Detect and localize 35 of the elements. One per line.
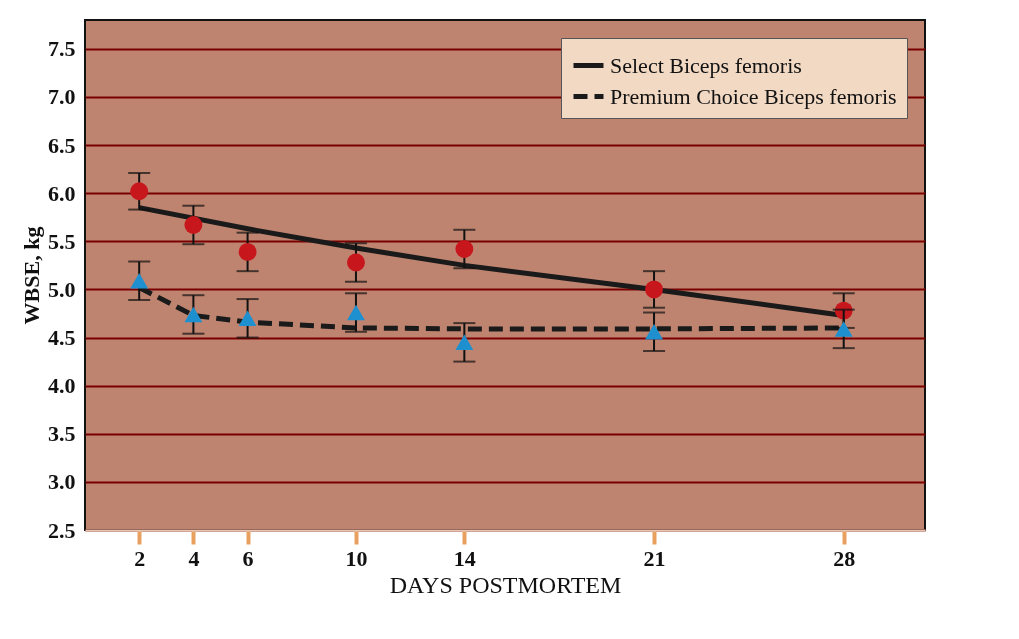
point [645,280,663,299]
point [238,310,257,327]
y-tick-label: 7.5 [48,36,76,62]
legend-label: Premium Choice Biceps femoris [610,83,897,109]
y-tick-label: 7.0 [48,84,76,110]
x-tick-label: 28 [833,545,856,571]
y-tick-label: 4.5 [48,325,76,351]
y-tick-label: 5.0 [48,276,76,302]
point [834,321,853,337]
point [184,216,203,234]
y-tick-label: 6.5 [48,132,76,158]
x-tick-label: 4 [188,545,200,571]
point [238,242,257,261]
x-tick-label: 10 [345,545,368,571]
x-tick-label: 21 [643,545,666,571]
y-tick-label: 3.5 [48,421,76,447]
y-tick-label: 4.0 [48,373,76,399]
point [645,324,663,340]
x-tick-label: 14 [453,545,476,571]
y-tick-label: 3.0 [48,469,76,495]
point [347,304,365,321]
legend-label: Select Biceps femoris [610,52,802,78]
point [455,334,474,351]
y-axis-title: WBSE, kg [19,226,44,325]
x-tick-label: 2 [134,545,146,571]
point [455,240,474,258]
y-tick-label: 5.5 [48,228,76,254]
point [347,253,365,272]
y-tick-label: 6.0 [48,180,76,206]
point [130,182,149,201]
x-axis-title: DAYS POSTMORTEM [389,571,622,598]
point [130,273,149,289]
y-tick-label: 2.5 [48,517,76,543]
point [184,306,203,323]
x-tick-label: 6 [242,545,254,571]
